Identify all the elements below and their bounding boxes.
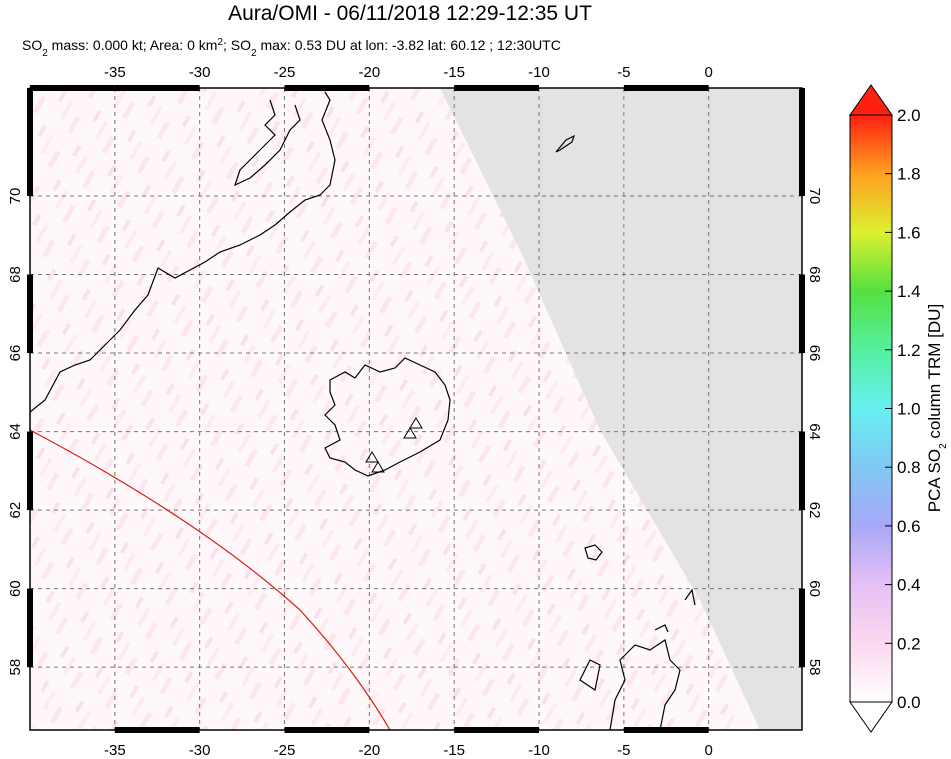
colorbar-tick-label: 0.4 — [897, 576, 921, 595]
map-frame — [29, 87, 803, 731]
frame-bar — [623, 85, 709, 91]
lon-tick-label-bottom: -25 — [274, 742, 296, 759]
jan-mayen-coast — [555, 134, 576, 153]
lon-tick-label-top: -25 — [274, 64, 296, 81]
text-part: 2 — [42, 48, 48, 59]
text-part: PCA SO — [925, 449, 944, 512]
frame-bar — [454, 85, 540, 91]
text-part: max: 0.53 DU at lon: -3.82 lat: 60.12 ; … — [257, 37, 561, 53]
lon-tick-label-bottom: -20 — [358, 742, 380, 759]
frame-bar — [27, 88, 33, 196]
colorbar-tick-label: 1.2 — [897, 341, 921, 360]
text-part: mass: 0.000 kt; Area: 0 km — [48, 37, 218, 53]
map-area — [30, 88, 802, 730]
lat-tick-label-left: 58 — [7, 659, 24, 676]
lat-tick-label-right: 60 — [806, 580, 823, 597]
lon-tick-label-bottom: -35 — [104, 742, 126, 759]
frame-bar — [799, 274, 805, 354]
colorbar-min-arrow — [849, 701, 893, 733]
frame-bar — [30, 85, 115, 91]
lon-tick-label-top: -15 — [443, 64, 465, 81]
frame-bar — [27, 431, 33, 511]
colorbar-max-arrow — [849, 84, 893, 116]
lat-tick-label-left: 66 — [7, 345, 24, 362]
frame-bar — [114, 727, 200, 733]
scotland-coast — [579, 588, 696, 730]
lat-tick-label-right: 58 — [806, 659, 823, 676]
lat-tick-label-right: 70 — [806, 188, 823, 205]
text-part: 2 — [217, 37, 223, 48]
text-part: ; SO — [223, 37, 251, 53]
lat-tick-label-right: 64 — [806, 423, 823, 440]
lat-tick-label-left: 70 — [7, 188, 24, 205]
orbit-edge — [30, 429, 391, 730]
subtitle: SO2 mass: 0.000 kt; Area: 0 km2; SO2 max… — [22, 37, 561, 59]
lon-tick-label-top: -10 — [528, 64, 550, 81]
lon-tick-label-bottom: -15 — [443, 742, 465, 759]
colorbar-tick-label: 1.6 — [897, 223, 921, 242]
text-part: 2 — [251, 48, 257, 59]
frame-bar — [454, 727, 540, 733]
lon-tick-label-top: -5 — [617, 64, 630, 81]
lon-tick-label-top: -20 — [358, 64, 380, 81]
lon-tick-label-bottom: 0 — [705, 742, 713, 759]
text-part: SO — [22, 37, 42, 53]
lon-tick-label-top: -35 — [104, 64, 126, 81]
colorbar-tick-label: 1.0 — [897, 400, 921, 419]
lat-tick-label-left: 68 — [7, 266, 24, 283]
text-part: column TRM [DU] — [925, 304, 944, 444]
colorbar-tick-label: 0.6 — [897, 517, 921, 536]
lat-tick-label-left: 64 — [7, 423, 24, 440]
greenland-coast — [30, 91, 336, 413]
lon-tick-label-bottom: -30 — [189, 742, 211, 759]
lon-tick-label-bottom: -10 — [528, 742, 550, 759]
frame-bar — [799, 431, 805, 511]
frame-bar — [27, 588, 33, 668]
lat-tick-label-right: 62 — [806, 502, 823, 519]
lon-tick-label-bottom: -5 — [617, 742, 630, 759]
lat-tick-label-right: 68 — [806, 266, 823, 283]
lat-tick-label-right: 66 — [806, 345, 823, 362]
colorbar-label: PCA SO2 column TRM [DU] — [925, 304, 949, 512]
frame-bar — [799, 588, 805, 668]
lon-tick-label-top: -30 — [189, 64, 211, 81]
colorbar-tick-label: 1.4 — [897, 282, 921, 301]
text-part: 2 — [938, 443, 949, 449]
volcano-markers — [365, 417, 423, 473]
colorbar-tick-label: 0.8 — [897, 458, 921, 477]
frame-bar — [799, 88, 805, 196]
colorbar-tick-label: 2.0 — [897, 106, 921, 125]
frame-bar — [114, 85, 200, 91]
iceland-coast — [324, 357, 451, 477]
frame-bar — [284, 85, 370, 91]
colorbar-tick-label: 1.8 — [897, 165, 921, 184]
frame-bar — [284, 727, 370, 733]
lat-tick-label-left: 62 — [7, 502, 24, 519]
colorbar-tick-label: 0.0 — [897, 693, 921, 712]
no-data-region — [440, 88, 802, 730]
lat-tick-label-left: 60 — [7, 580, 24, 597]
title: Aura/OMI - 06/11/2018 12:29-12:35 UT — [228, 2, 592, 25]
frame-bar — [27, 274, 33, 354]
frame-bar — [623, 727, 709, 733]
faroe-coast — [584, 544, 603, 561]
colorbar-tick-label: 0.2 — [897, 634, 921, 653]
lon-tick-label-top: 0 — [705, 64, 713, 81]
